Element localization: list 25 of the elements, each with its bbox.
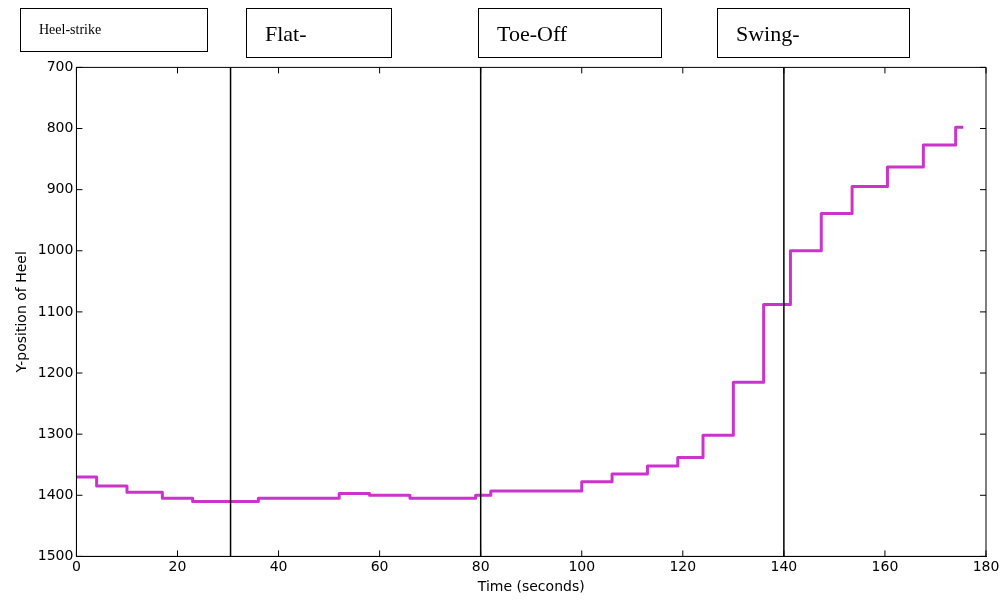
x-tick-label: 140: [770, 558, 798, 575]
x-tick-label: 100: [568, 558, 596, 575]
text: Heel-strike: [20, 8, 208, 52]
y-axis-title: Y-position of Heel: [13, 251, 30, 374]
y-tick-label: 900: [46, 180, 74, 197]
y-tick-label: 1100: [37, 302, 74, 319]
text: Flat-: [246, 8, 392, 58]
y-tick-label: 1400: [37, 485, 74, 502]
x-tick-label: 60: [370, 558, 389, 575]
y-tick-label: 1000: [37, 241, 74, 258]
y-tick-label: 1200: [37, 363, 74, 380]
x-tick-label: 80: [471, 558, 490, 575]
x-tick-label: 20: [168, 558, 187, 575]
x-tick-label: 120: [669, 558, 697, 575]
x-tick-label: 0: [71, 558, 81, 575]
text: Toe-Off: [478, 8, 662, 58]
y-tick-label: 800: [46, 119, 74, 136]
x-tick-label: 180: [972, 558, 1000, 575]
y-tick-label: 1500: [37, 547, 74, 564]
y-tick-label: 700: [46, 58, 74, 75]
text: Swing-: [717, 8, 910, 58]
x-tick-label: 40: [269, 558, 288, 575]
x-tick-label: 160: [871, 558, 899, 575]
y-tick-label: 1300: [37, 424, 74, 441]
x-axis-title: Time (seconds): [476, 578, 585, 595]
